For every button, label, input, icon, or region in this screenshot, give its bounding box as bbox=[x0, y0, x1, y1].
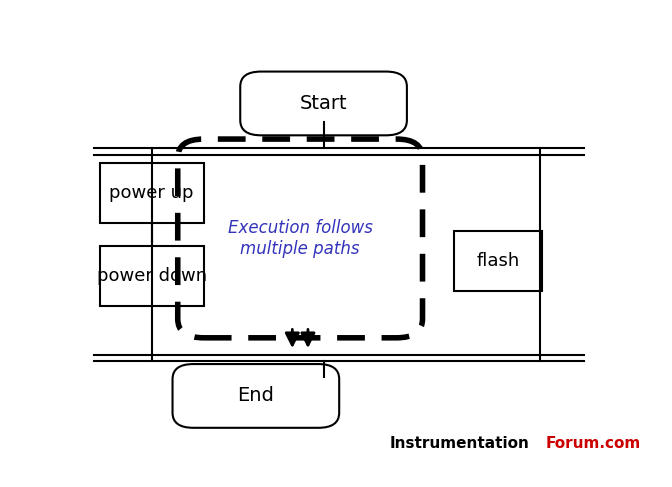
Text: Instrumentation: Instrumentation bbox=[390, 436, 530, 450]
Text: power down: power down bbox=[97, 267, 207, 285]
Text: power up: power up bbox=[110, 185, 194, 203]
Text: End: End bbox=[237, 386, 274, 406]
Text: Execution follows
multiple paths: Execution follows multiple paths bbox=[228, 219, 372, 258]
Bar bbox=[99, 246, 204, 306]
Bar bbox=[454, 231, 542, 291]
Bar bbox=[99, 164, 204, 224]
Text: flash: flash bbox=[476, 252, 519, 270]
Text: Forum.com: Forum.com bbox=[546, 436, 641, 450]
FancyBboxPatch shape bbox=[241, 72, 407, 135]
Text: Start: Start bbox=[300, 94, 347, 113]
FancyBboxPatch shape bbox=[173, 364, 339, 428]
